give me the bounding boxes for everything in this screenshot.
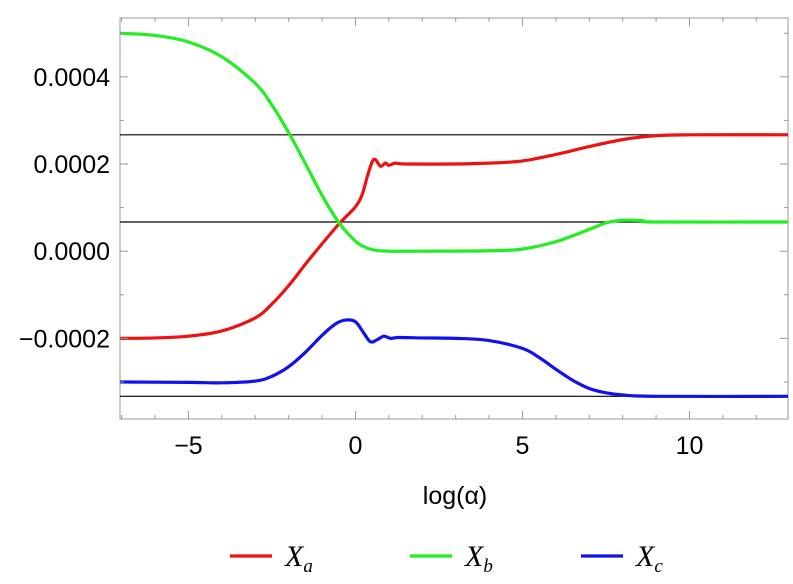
series-line-xc — [120, 318, 788, 399]
y-tick-label: 0.0000 — [34, 238, 110, 266]
y-tick-label: 0.0002 — [34, 151, 110, 179]
x-axis-title: log(α) — [423, 482, 487, 510]
series-layer — [120, 31, 788, 399]
legend-label: Xc — [635, 540, 663, 577]
series-line-xb — [120, 31, 788, 253]
x-tick-label: 5 — [516, 432, 530, 460]
y-tick-label: −0.0002 — [19, 325, 110, 353]
legend-item-xc: Xc — [581, 540, 663, 577]
plot-frame — [119, 17, 789, 420]
legend: Xa Xb Xc — [230, 540, 663, 577]
legend-item-xb: Xb — [410, 540, 493, 577]
x-tick-label: −5 — [174, 432, 203, 460]
x-axis: −5 0 5 10 — [121, 18, 757, 460]
x-tick-label: 10 — [676, 432, 704, 460]
y-axis: −0.0002 0.0000 0.0002 0.0004 — [19, 32, 788, 383]
reference-lines — [120, 134, 788, 397]
plot-area — [119, 17, 789, 420]
y-tick-label: 0.0004 — [34, 64, 111, 92]
legend-label: Xb — [464, 540, 493, 577]
legend-item-xa: Xa — [230, 540, 313, 577]
x-tick-label: 0 — [349, 432, 363, 460]
series-line-xa — [120, 133, 788, 340]
legend-label: Xa — [284, 540, 313, 577]
